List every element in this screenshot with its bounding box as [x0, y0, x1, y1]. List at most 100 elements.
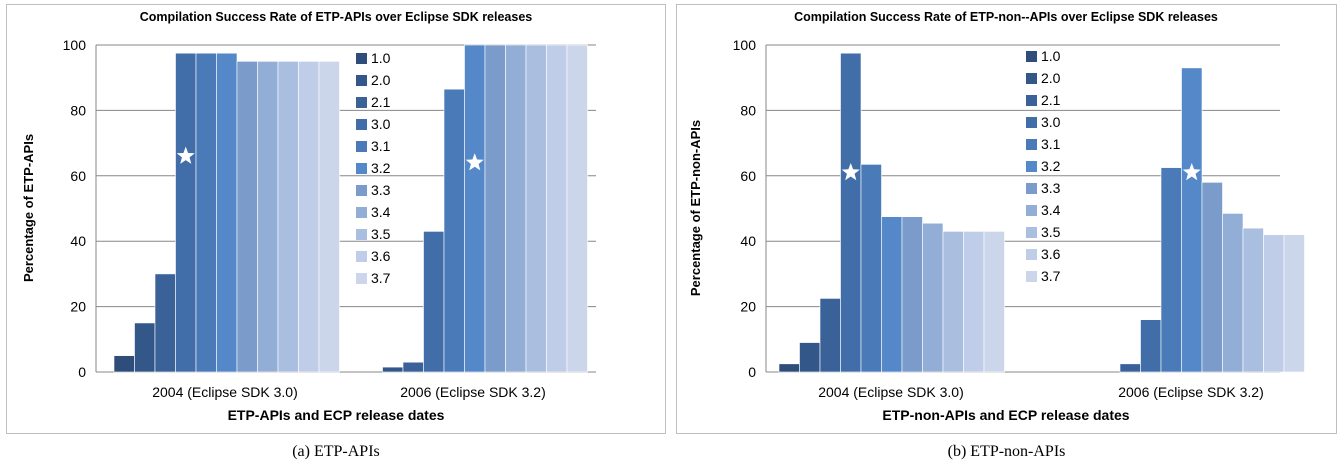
star-marker: [176, 146, 195, 164]
bar-0-3-0: [175, 52, 197, 373]
legend-label: 3.4: [371, 204, 391, 220]
legend-swatch: [1026, 139, 1037, 150]
legend-label: 1.0: [1041, 48, 1061, 64]
bar-1-3-1: [443, 88, 465, 373]
bar-0-3-4: [257, 61, 279, 373]
bar-0-3-5: [277, 61, 299, 373]
bar-1-3-4: [1222, 213, 1244, 373]
y-tick-label: 100: [63, 37, 87, 53]
legend-label: 3.5: [371, 226, 391, 242]
bar-1-3-7: [566, 44, 588, 373]
legend-label: 3.0: [371, 116, 391, 132]
y-tick-label: 20: [70, 299, 86, 315]
legend-label: 2.0: [1041, 70, 1061, 86]
legend-label: 2.1: [1041, 92, 1061, 108]
bar-1-3-7: [1283, 234, 1305, 373]
legend-swatch: [1026, 95, 1037, 106]
bar-0-3-7: [318, 61, 340, 373]
chart-b-svg: Compilation Success Rate of ETP-non--API…: [688, 10, 1305, 423]
x-axis-label: ETP-APIs and ECP release dates: [228, 407, 445, 423]
legend-label: 3.2: [371, 160, 391, 176]
bar-0-3-1: [860, 164, 882, 373]
bar-0-3-1: [195, 52, 217, 373]
legend-label: 3.1: [371, 138, 391, 154]
chart-title: Compilation Success Rate of ETP-APIs ove…: [140, 10, 533, 24]
caption-b: (b) ETP-non-APIs: [947, 443, 1066, 460]
legend-label: 3.0: [1041, 114, 1061, 130]
legend-label: 3.2: [1041, 158, 1061, 174]
legend-label: 3.7: [371, 270, 391, 286]
bar-1-3-5: [525, 44, 547, 373]
legend-label: 2.1: [371, 94, 391, 110]
legend-label: 3.3: [1041, 180, 1061, 196]
x-axis-label: ETP-non-APIs and ECP release dates: [882, 407, 1129, 423]
bar-1-3-0: [423, 231, 445, 373]
legend-swatch: [1026, 205, 1037, 216]
legend-swatch: [1026, 249, 1037, 260]
star-marker: [1182, 163, 1201, 181]
bar-0-3-7: [983, 231, 1005, 373]
bar-1-3-3: [1201, 182, 1223, 373]
y-tick-label: 60: [740, 168, 756, 184]
bar-1-2-1: [402, 361, 424, 373]
bar-0-3-2: [216, 52, 238, 373]
legend-swatch: [356, 163, 367, 174]
bar-1-3-6: [1263, 234, 1285, 373]
legend-swatch: [1026, 117, 1037, 128]
y-tick-label: 40: [740, 233, 756, 249]
legend-swatch: [356, 185, 367, 196]
legend-label: 3.5: [1041, 224, 1061, 240]
x-tick-label: 2006 (Eclipse SDK 3.2): [1118, 384, 1264, 400]
legend-label: 3.1: [1041, 136, 1061, 152]
bar-0-2-1: [819, 298, 841, 373]
y-tick-label: 20: [740, 299, 756, 315]
legend-swatch: [356, 75, 367, 86]
bar-1-3-3: [484, 44, 506, 373]
bar-0-3-6: [298, 61, 320, 373]
bar-0-3-5: [942, 231, 964, 373]
y-axis-label: Percentage of ETP-APIs: [21, 134, 36, 282]
legend-label: 3.4: [1041, 202, 1061, 218]
bar-0-3-0: [840, 52, 862, 373]
bar-0-3-3: [901, 216, 923, 373]
x-tick-label: 2004 (Eclipse SDK 3.0): [152, 384, 298, 400]
legend-swatch: [1026, 161, 1037, 172]
legend-swatch: [356, 251, 367, 262]
chart-a-svg: Compilation Success Rate of ETP-APIs ove…: [21, 10, 596, 423]
bar-1-3-2: [464, 44, 486, 373]
star-marker: [465, 153, 484, 171]
legend-label: 3.6: [371, 248, 391, 264]
legend-swatch: [1026, 73, 1037, 84]
y-tick-label: 80: [740, 102, 756, 118]
legend-swatch: [356, 273, 367, 284]
bar-0-3-2: [881, 216, 903, 373]
y-tick-label: 0: [78, 364, 86, 380]
bar-0-2-0: [134, 322, 156, 373]
bar-1-2-0: [382, 366, 404, 373]
y-axis-label: Percentage of ETP-non-APIs: [688, 120, 703, 296]
bar-1-3-2: [1181, 67, 1203, 373]
legend-swatch: [356, 119, 367, 130]
legend-swatch: [356, 97, 367, 108]
bar-1-3-4: [505, 44, 527, 373]
x-tick-label: 2004 (Eclipse SDK 3.0): [818, 384, 964, 400]
bar-0-3-4: [922, 222, 944, 373]
legend-swatch: [356, 141, 367, 152]
y-tick-label: 60: [70, 168, 86, 184]
x-tick-label: 2006 (Eclipse SDK 3.2): [400, 384, 546, 400]
y-tick-label: 40: [70, 233, 86, 249]
bar-1-3-1: [1160, 167, 1182, 373]
legend-label: 1.0: [371, 50, 391, 66]
bar-1-3-5: [1242, 227, 1264, 373]
legend-label: 3.7: [1041, 268, 1061, 284]
legend-swatch: [1026, 183, 1037, 194]
bar-1-3-6: [546, 44, 568, 373]
legend-label: 2.0: [371, 72, 391, 88]
y-tick-label: 100: [733, 37, 757, 53]
legend-swatch: [1026, 51, 1037, 62]
legend-swatch: [1026, 227, 1037, 238]
y-tick-label: 80: [70, 102, 86, 118]
bar-0-3-6: [963, 231, 985, 373]
bar-0-2-0: [799, 342, 821, 373]
legend-label: 3.6: [1041, 246, 1061, 262]
